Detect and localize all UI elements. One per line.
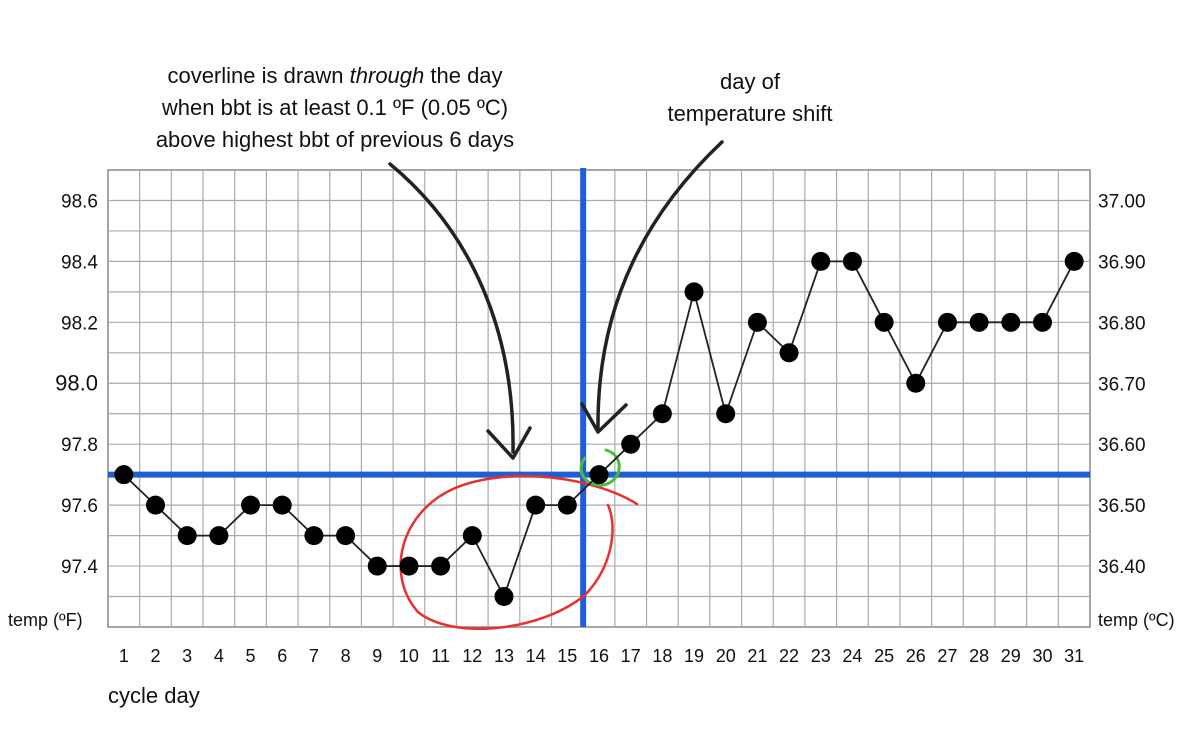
x-tick: 1 xyxy=(119,646,129,666)
tick-labels: 98.6 37.00 98.4 36.90 98.2 36.80 98.0 36.70 97.8… xyxy=(55,191,1145,666)
y-tick-right: 36.70 xyxy=(1098,374,1146,395)
x-tick: 5 xyxy=(246,646,256,666)
shift-arrow-head xyxy=(580,402,628,434)
x-tick: 29 xyxy=(1001,646,1021,666)
x-tick: 10 xyxy=(399,646,419,666)
data-point-day-4 xyxy=(209,526,229,546)
data-point-day-15 xyxy=(557,495,577,515)
data-point-day-21 xyxy=(747,312,767,332)
y-tick-left: 97.4 xyxy=(61,557,98,578)
x-tick: 14 xyxy=(526,646,546,666)
shift-text-1: day of xyxy=(720,69,780,94)
x-tick: 9 xyxy=(372,646,382,666)
data-point-day-17 xyxy=(621,434,641,454)
shift-text-2: temperature shift xyxy=(667,101,833,126)
data-point-day-12 xyxy=(462,526,482,546)
bbt-series xyxy=(114,251,1084,607)
x-tick: 16 xyxy=(589,646,609,666)
coverline-text-3: above highest bbt of previous 6 days xyxy=(155,127,515,152)
data-point-day-9 xyxy=(367,556,387,576)
data-point-day-1 xyxy=(114,465,134,485)
data-point-day-18 xyxy=(652,404,672,424)
x-tick: 18 xyxy=(652,646,672,666)
data-point-day-13 xyxy=(494,587,514,607)
data-point-day-27 xyxy=(937,312,957,332)
x-tick: 11 xyxy=(431,646,450,666)
data-point-day-25 xyxy=(874,312,894,332)
x-tick: 23 xyxy=(811,646,831,666)
y-tick-right: 36.40 xyxy=(1098,557,1146,578)
y-tick-left: 98.2 xyxy=(61,313,98,334)
data-point-day-11 xyxy=(431,556,451,576)
y-tick-left: 97.8 xyxy=(61,435,98,456)
data-point-day-14 xyxy=(526,495,546,515)
data-point-day-6 xyxy=(272,495,292,515)
x-axis-label: cycle day xyxy=(108,683,200,708)
coverline-text-2: when bbt is at least 0.1 ºF (0.05 ºC) xyxy=(161,95,509,120)
x-tick: 24 xyxy=(842,646,862,666)
data-point-day-2 xyxy=(146,495,166,515)
coverline-arrow-shaft xyxy=(388,162,515,454)
data-point-day-16 xyxy=(589,465,609,485)
x-tick: 19 xyxy=(684,646,704,666)
annotation-marks xyxy=(388,140,724,630)
data-point-day-29 xyxy=(1001,312,1021,332)
coverline-annotation: coverline is drawn through the day when … xyxy=(100,60,570,156)
data-point-day-5 xyxy=(241,495,261,515)
data-point-day-3 xyxy=(177,526,197,546)
y-tick-left: 98.4 xyxy=(61,252,98,273)
data-point-day-20 xyxy=(716,404,736,424)
coverline-text-1a: coverline is drawn xyxy=(167,63,350,88)
data-point-day-23 xyxy=(811,251,831,271)
y-tick-right: 36.80 xyxy=(1098,313,1146,334)
x-tick: 4 xyxy=(214,646,224,666)
x-tick: 12 xyxy=(462,646,482,666)
x-tick: 30 xyxy=(1032,646,1052,666)
data-point-day-24 xyxy=(842,251,862,271)
data-point-day-22 xyxy=(779,343,799,363)
shift-arrow-shaft xyxy=(596,140,724,430)
y-tick-right: 36.90 xyxy=(1098,252,1146,273)
data-point-day-26 xyxy=(906,373,926,393)
y-axis-label-right: temp (ºC) xyxy=(1098,610,1175,630)
x-tick: 21 xyxy=(747,646,767,666)
y-tick-right: 37.00 xyxy=(1098,191,1146,212)
x-tick: 3 xyxy=(182,646,192,666)
x-tick: 28 xyxy=(969,646,989,666)
x-tick: 8 xyxy=(341,646,351,666)
x-tick: 26 xyxy=(906,646,926,666)
y-axis-label-left: temp (ºF) xyxy=(8,610,83,630)
x-tick: 27 xyxy=(937,646,957,666)
y-tick-left: 98.0 xyxy=(55,370,98,395)
shift-annotation: day of temperature shift xyxy=(630,66,870,130)
data-point-day-7 xyxy=(304,526,324,546)
x-tick: 7 xyxy=(309,646,319,666)
y-tick-right: 36.50 xyxy=(1098,496,1146,517)
y-tick-left: 97.6 xyxy=(61,496,98,517)
data-point-day-30 xyxy=(1032,312,1052,332)
coverline-text-1c: the day xyxy=(424,63,503,88)
data-point-day-28 xyxy=(969,312,989,332)
x-tick: 22 xyxy=(779,646,799,666)
x-tick: 13 xyxy=(494,646,514,666)
coverline-text-1b: through xyxy=(349,63,425,88)
x-tick: 31 xyxy=(1064,646,1084,666)
encircled-days-scribble xyxy=(399,474,639,630)
data-point-day-10 xyxy=(399,556,419,576)
plot-border xyxy=(107,169,1091,628)
data-point-day-31 xyxy=(1064,251,1084,271)
x-tick: 25 xyxy=(874,646,894,666)
x-tick: 2 xyxy=(151,646,161,666)
y-tick-right: 36.60 xyxy=(1098,435,1146,456)
data-point-day-19 xyxy=(684,282,704,302)
data-point-day-8 xyxy=(336,526,356,546)
y-tick-left: 98.6 xyxy=(61,191,98,212)
x-tick: 17 xyxy=(621,646,641,666)
coverline-arrow-head xyxy=(486,426,532,460)
shift-point-highlight xyxy=(579,448,621,487)
x-tick: 20 xyxy=(716,646,736,666)
x-tick: 6 xyxy=(277,646,287,666)
x-tick: 15 xyxy=(557,646,577,666)
